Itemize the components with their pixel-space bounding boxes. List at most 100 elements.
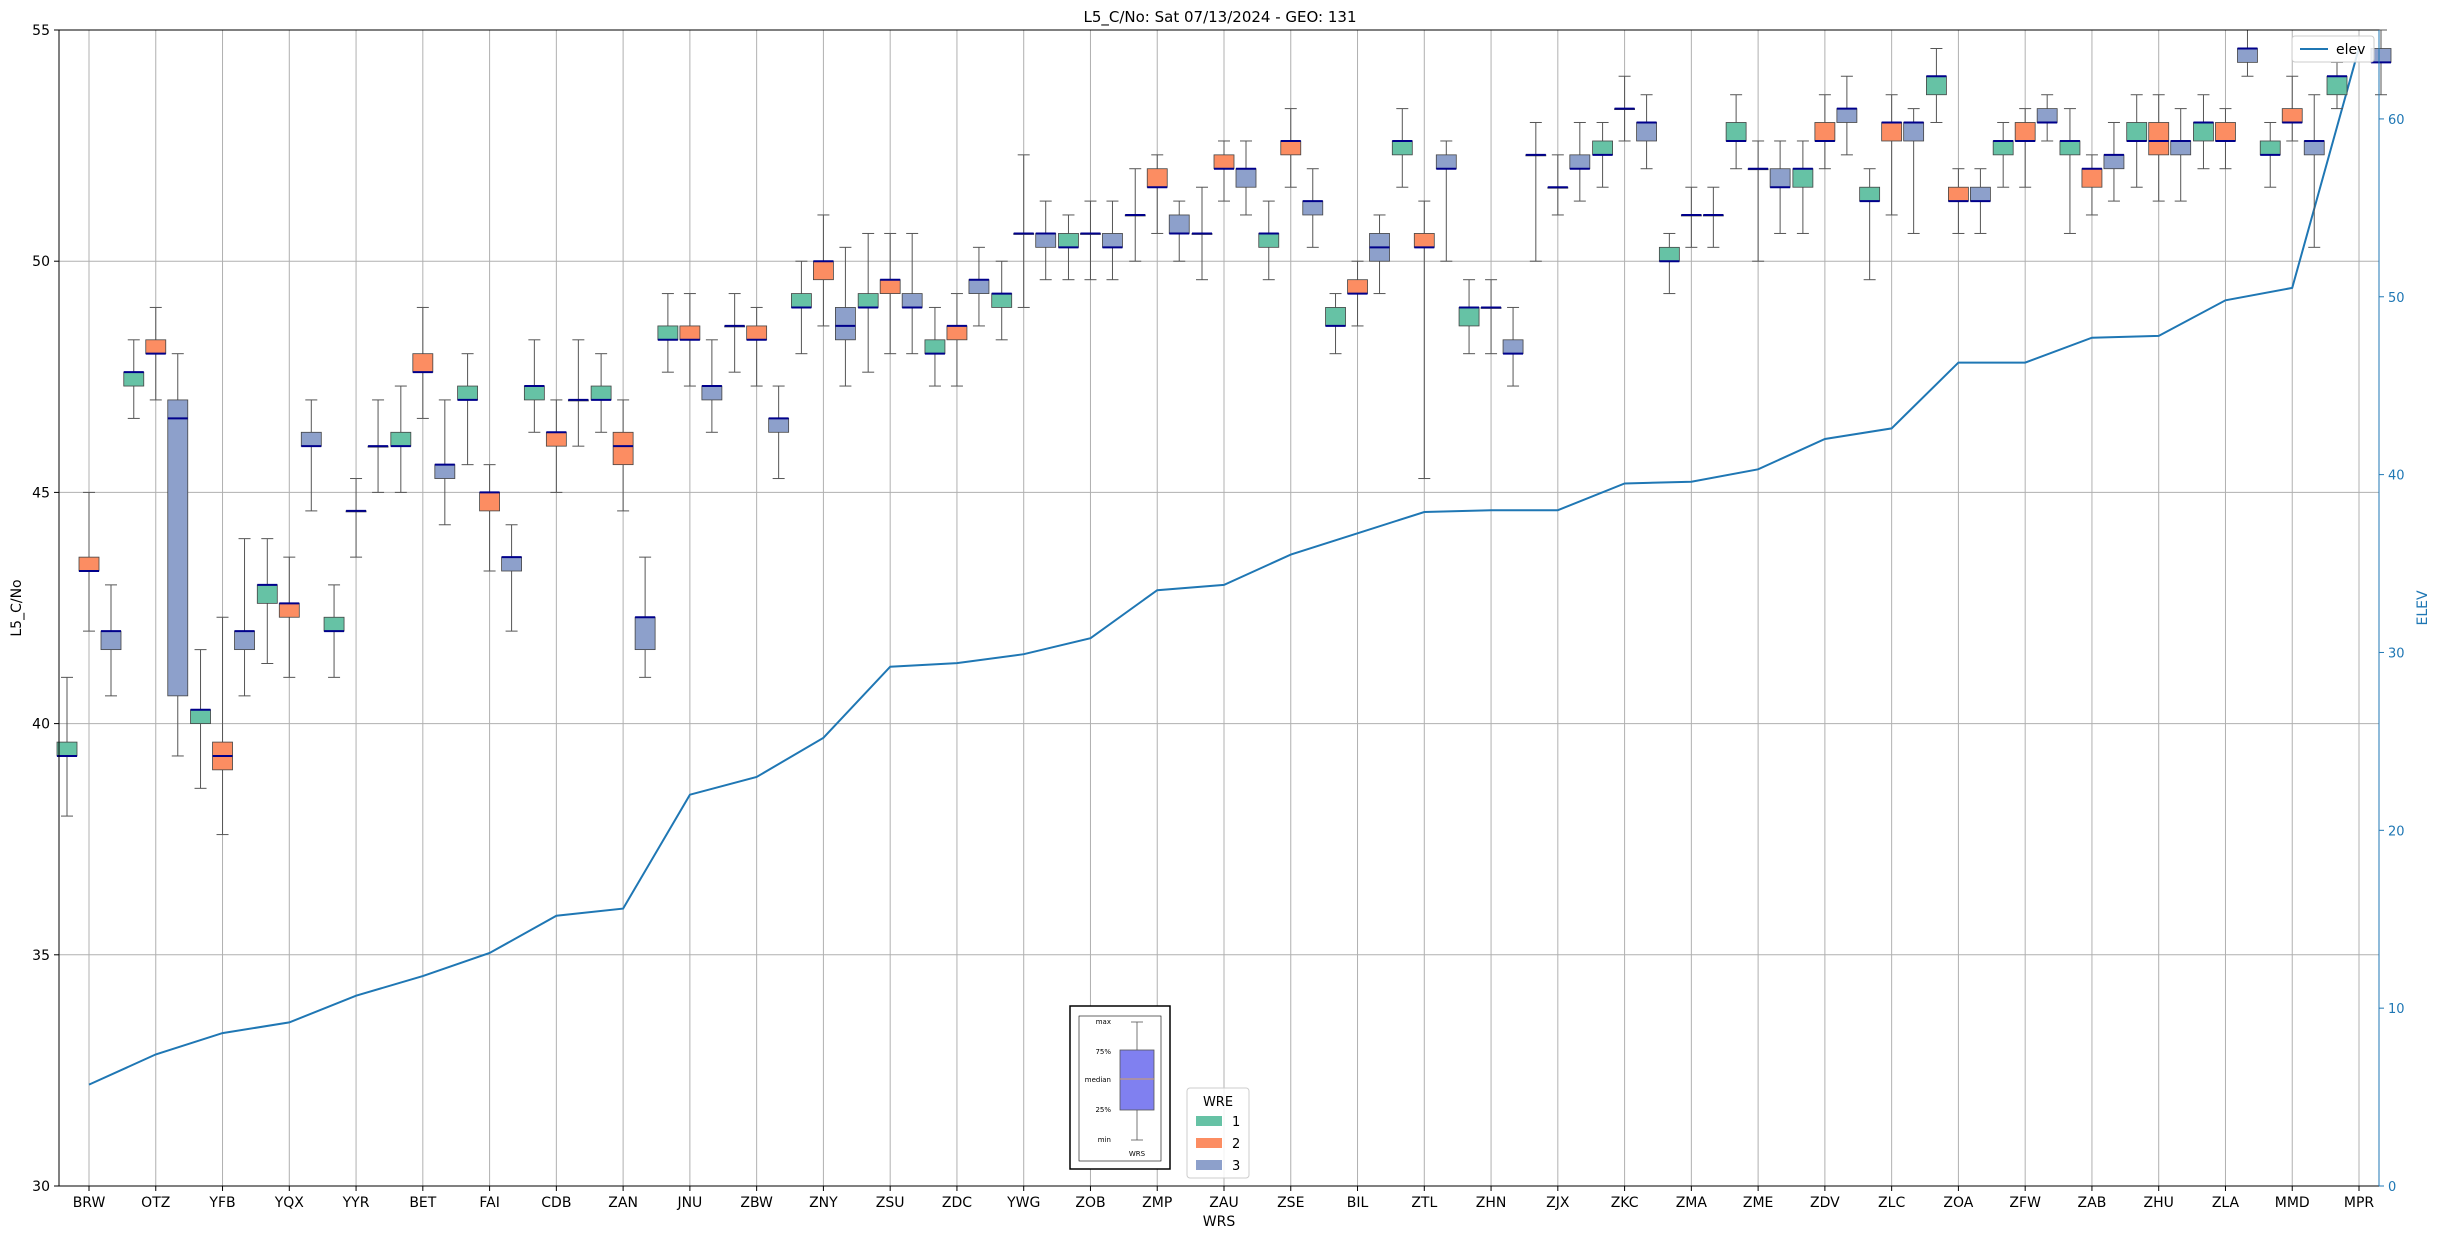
box-mmd-wre1 [2259, 121, 2281, 188]
x-tick-label: BIL [1347, 1195, 1369, 1211]
x-tick-label: JNU [676, 1195, 702, 1211]
box-body [1502, 339, 1524, 355]
chart-title: L5_C/No: Sat 07/13/2024 - GEO: 131 [1083, 8, 1356, 27]
x-tick-label: ZFW [2009, 1195, 2041, 1211]
box-ztl-wre1 [1391, 108, 1413, 188]
box-body [968, 279, 990, 294]
box-zkc-wre1 [1592, 121, 1613, 188]
x-tick-label: ZSE [1277, 1195, 1304, 1211]
box-otz-wre3 [167, 353, 189, 757]
y2-tick-label: 20 [2388, 824, 2405, 839]
elev-legend-label: elev [2336, 42, 2365, 58]
x-tick-label: ZME [1743, 1195, 1774, 1211]
box-body [634, 616, 656, 651]
box-body [2036, 108, 2058, 123]
box-body [1413, 233, 1435, 248]
inset-box [1119, 1049, 1155, 1111]
box-body [1926, 75, 1947, 96]
box-body [1302, 200, 1324, 216]
x-tick-label: ZMP [1142, 1195, 1172, 1211]
box-zse-wre3 [1302, 168, 1324, 248]
x-tick-label: ZSU [876, 1195, 905, 1211]
box-body [167, 399, 189, 697]
box-body [1859, 186, 1881, 202]
box-body [1948, 186, 1969, 202]
box-body [1435, 154, 1457, 170]
box-yqx-wre1 [256, 538, 278, 664]
box-body [545, 431, 567, 447]
box-body [1058, 233, 1079, 248]
box-zme-wre3 [1769, 140, 1791, 234]
box-body [2170, 140, 2192, 156]
box-zse-wre1 [1258, 200, 1280, 281]
box-zoa-wre1 [1926, 47, 1947, 123]
box-body [300, 431, 322, 447]
x-tick-label: ZBW [740, 1195, 773, 1211]
box-body [123, 371, 145, 387]
box-ywg-wre3 [1035, 200, 1057, 281]
box-body [768, 418, 790, 433]
box-body [1836, 108, 1858, 123]
inset-label-min: min [1098, 1136, 1111, 1144]
wre-legend-swatch-1 [1196, 1116, 1222, 1126]
box-yqx-wre3 [300, 399, 322, 512]
x-tick-label: ZLA [2212, 1195, 2240, 1211]
box-body [2326, 75, 2348, 96]
box-body [412, 353, 434, 373]
elev-line-layer [88, 47, 2360, 1086]
box-zlc-wre2 [1881, 94, 1903, 216]
x-tick-label: ZAN [608, 1195, 638, 1211]
y2-tick-label: 60 [2388, 113, 2405, 128]
box-zsu-wre1 [857, 232, 879, 373]
box-zny-wre1 [791, 260, 812, 355]
box-zsu-wre2 [879, 232, 901, 355]
box-body [2148, 122, 2170, 156]
box-zab-wre3 [2103, 121, 2125, 202]
x-axis-label: WRS [1203, 1214, 1236, 1230]
box-body [145, 339, 167, 355]
box-body [2059, 140, 2081, 156]
x-tick-label: OTZ [141, 1195, 170, 1211]
box-body [1814, 122, 1836, 142]
box-body [2103, 154, 2125, 170]
box-body [56, 741, 78, 757]
box-zdc-wre2 [946, 293, 968, 387]
wre-legend-label-2: 2 [1232, 1137, 1240, 1152]
x-tick-label: MMD [2275, 1195, 2310, 1211]
box-body [1325, 307, 1346, 327]
box-fai-wre1 [457, 353, 478, 466]
box-zab-wre2 [2081, 154, 2103, 216]
box-zhn-wre2 [1480, 279, 1502, 355]
box-zhu-wre1 [2126, 94, 2148, 188]
box-body [1146, 168, 1168, 188]
box-zob-wre3 [1102, 200, 1123, 281]
y2-axis: 0 10 20 30 40 50 60 [2378, 30, 2405, 1195]
box-zfw-wre1 [1992, 121, 2014, 188]
box-brw-wre3 [100, 584, 122, 697]
box-zma-wre1 [1658, 232, 1680, 295]
box-zlc-wre1 [1859, 168, 1881, 281]
box-body [256, 584, 278, 604]
box-ztl-wre2 [1413, 200, 1435, 480]
box-zme-wre2 [1747, 140, 1769, 262]
x-tick-label: ZDV [1810, 1195, 1840, 1211]
box-zhu-wre3 [2170, 108, 2192, 202]
box-bet-wre3 [434, 399, 456, 526]
y2-tick-label: 0 [2388, 1180, 2396, 1195]
box-body [1235, 168, 1257, 188]
box-mmd-wre3 [2303, 94, 2325, 248]
box-zob-wre1 [1058, 214, 1079, 281]
x-tick-label: YYR [342, 1195, 370, 1211]
box-body [746, 325, 768, 341]
box-body [1168, 214, 1190, 234]
box-zmp-wre2 [1146, 154, 1168, 234]
box-body [523, 385, 545, 401]
y-tick-label: 50 [32, 254, 50, 270]
box-zdv-wre3 [1836, 75, 1858, 156]
box-zhn-wre1 [1458, 279, 1480, 355]
box-zhn-wre3 [1502, 306, 1524, 387]
box-body [701, 385, 723, 401]
box-body [679, 325, 701, 341]
box-body [1992, 140, 2014, 156]
